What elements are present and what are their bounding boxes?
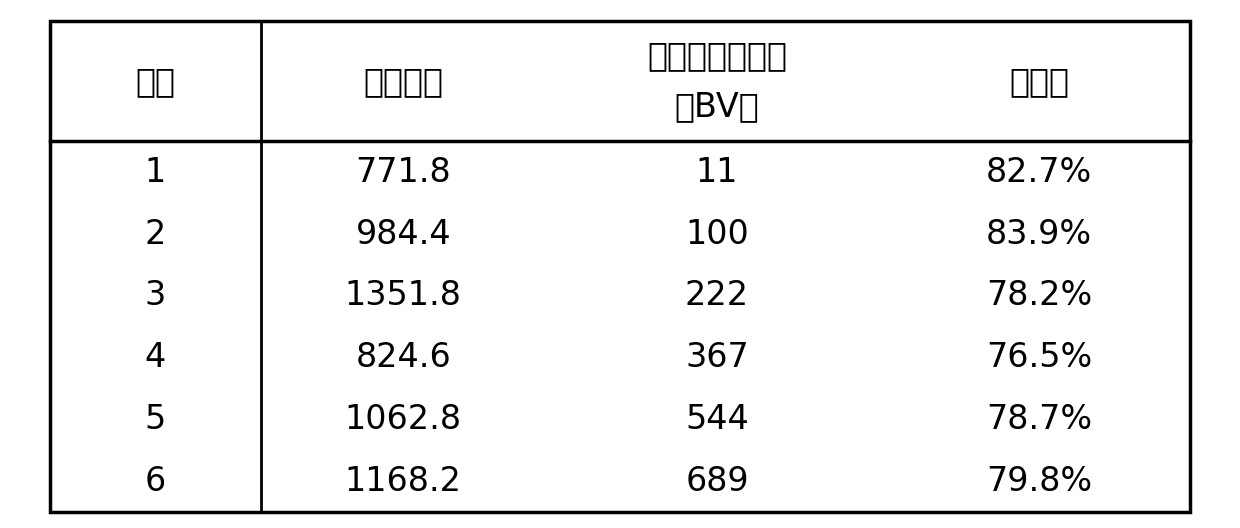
Text: 79.8%: 79.8%: [986, 465, 1092, 498]
Text: 脱色率: 脱色率: [1009, 65, 1069, 98]
Text: （BV）: （BV）: [675, 90, 759, 123]
Text: 处理水样总体积: 处理水样总体积: [647, 40, 787, 72]
Text: 82.7%: 82.7%: [986, 156, 1092, 189]
Text: 689: 689: [686, 465, 749, 498]
Text: 78.2%: 78.2%: [986, 279, 1092, 313]
Text: 544: 544: [684, 403, 749, 436]
Text: 771.8: 771.8: [356, 156, 451, 189]
Text: 进水色度: 进水色度: [363, 65, 443, 98]
Text: 6: 6: [145, 465, 166, 498]
Text: 再生: 再生: [135, 65, 175, 98]
Text: 1062.8: 1062.8: [345, 403, 461, 436]
Text: 1: 1: [145, 156, 166, 189]
Text: 5: 5: [145, 403, 166, 436]
Text: 984.4: 984.4: [356, 218, 451, 251]
Text: 1351.8: 1351.8: [345, 279, 461, 313]
Text: 3: 3: [145, 279, 166, 313]
Text: 100: 100: [684, 218, 749, 251]
Text: 2: 2: [144, 218, 166, 251]
Text: 83.9%: 83.9%: [986, 218, 1092, 251]
Text: 367: 367: [684, 341, 749, 374]
Text: 222: 222: [684, 279, 749, 313]
Text: 824.6: 824.6: [356, 341, 451, 374]
Text: 76.5%: 76.5%: [986, 341, 1092, 374]
Text: 4: 4: [145, 341, 166, 374]
Text: 78.7%: 78.7%: [986, 403, 1092, 436]
Text: 11: 11: [696, 156, 738, 189]
Text: 1168.2: 1168.2: [345, 465, 461, 498]
